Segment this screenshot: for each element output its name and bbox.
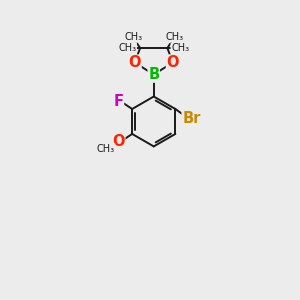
Text: Br: Br [182, 111, 200, 126]
Text: O: O [129, 55, 141, 70]
Text: CH₃: CH₃ [171, 43, 189, 53]
Text: B: B [148, 67, 159, 82]
Text: CH₃: CH₃ [97, 144, 115, 154]
Text: O: O [112, 134, 125, 149]
Text: O: O [167, 55, 179, 70]
Text: CH₃: CH₃ [165, 32, 183, 42]
Text: CH₃: CH₃ [124, 32, 142, 42]
Text: CH₃: CH₃ [118, 43, 136, 53]
Text: F: F [113, 94, 124, 109]
